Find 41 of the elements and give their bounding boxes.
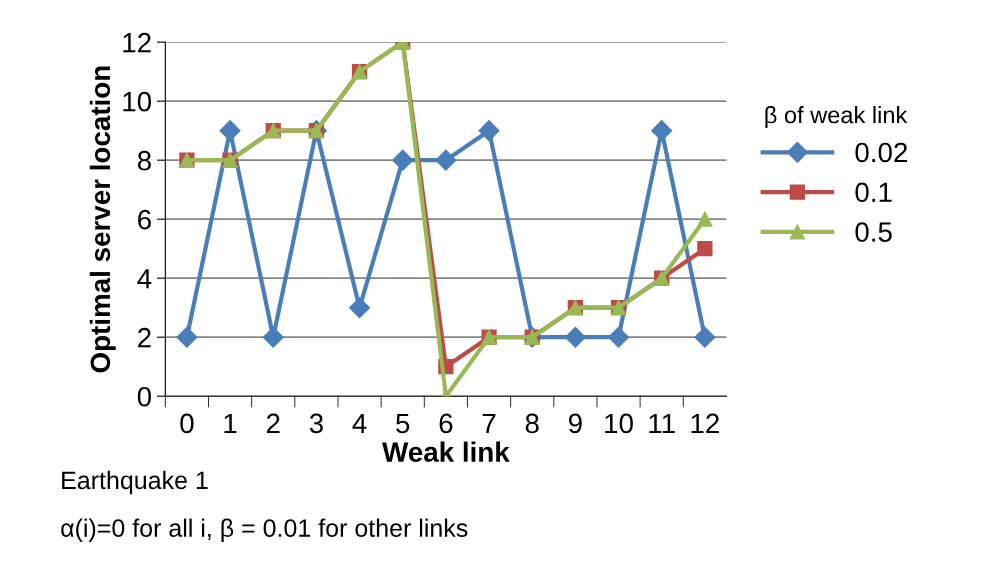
point xyxy=(697,211,713,227)
x-tick-label: 2 xyxy=(266,413,280,434)
x-tick-label: 10 xyxy=(605,413,633,434)
y-tick-label: 2 xyxy=(138,327,151,348)
x-tick-label: 9 xyxy=(568,413,582,434)
point xyxy=(564,326,586,348)
x-tick-label: 5 xyxy=(396,413,410,434)
point xyxy=(392,149,414,171)
point xyxy=(435,149,457,171)
point xyxy=(219,120,241,142)
legend-title: β of weak link xyxy=(765,106,908,129)
point xyxy=(176,326,198,348)
text: α(i)=0 for all i, β = 0.01 for other links xyxy=(61,518,468,542)
y-tick-label: 10 xyxy=(123,91,152,112)
x-tick-label: 3 xyxy=(309,413,323,434)
y-tick-label: 0 xyxy=(137,386,152,407)
point xyxy=(478,120,500,142)
x-tick-label: 8 xyxy=(525,413,539,434)
x-tick-label: 4 xyxy=(352,413,367,434)
point xyxy=(349,297,371,319)
x-tick-label: 11 xyxy=(649,413,675,434)
legend-label: 0.02 xyxy=(855,142,908,163)
text: Earthquake 1 xyxy=(62,470,208,495)
x-tick-label: 6 xyxy=(439,413,453,434)
x-tick-label: 12 xyxy=(691,413,719,434)
x-axis-title: Weak link xyxy=(382,441,510,462)
point xyxy=(651,120,673,142)
point xyxy=(608,326,630,348)
y-tick-label: 6 xyxy=(138,209,151,230)
point xyxy=(697,241,713,257)
y-tick-label: 12 xyxy=(123,32,151,53)
y-axis-title: Optimal server location xyxy=(89,66,116,373)
y-tick-label: 4 xyxy=(137,269,152,289)
legend-label: 0.1 xyxy=(855,182,892,203)
x-tick-label: 7 xyxy=(482,413,496,434)
x-tick-label: 1 xyxy=(224,413,237,434)
point xyxy=(262,326,284,348)
legend-label: 0.5 xyxy=(855,222,892,242)
x-tick-label: 0 xyxy=(180,413,194,434)
point xyxy=(694,326,716,348)
y-tick-label: 8 xyxy=(137,150,151,171)
